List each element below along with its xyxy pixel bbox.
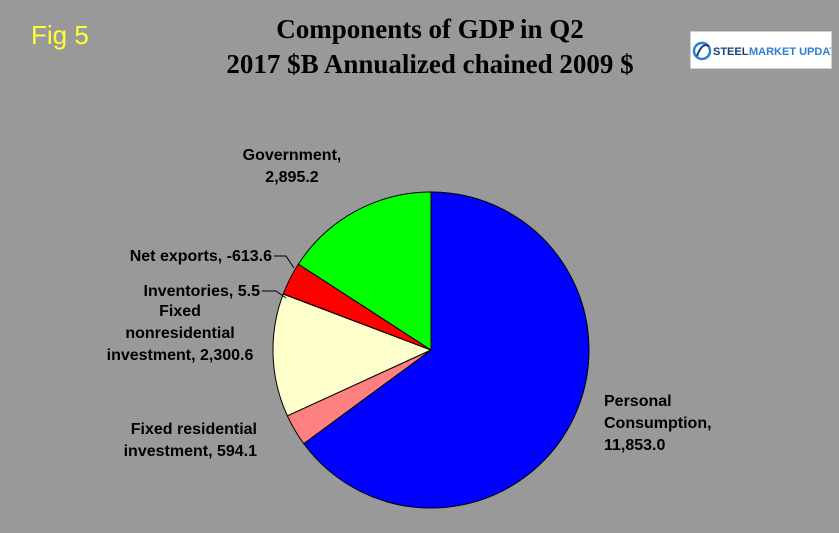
data-label-inventories: Inventories, 5.5: [144, 283, 261, 300]
data-label-personal-consumption: Personal Consumption, 11,853.0: [604, 393, 712, 454]
leader-line-inventories: [262, 290, 287, 299]
data-label-net-exports: Net exports, -613.6: [130, 248, 272, 265]
chart-title-line-2: 2017 $B Annualized chained 2009 $: [226, 49, 634, 79]
chart-title-line-1: Components of GDP in Q2: [276, 14, 584, 44]
data-label-government: Government, 2,895.2: [243, 147, 342, 186]
leader-line-net-exports: [274, 255, 295, 269]
steel-market-update-logo: STEEL MARKET UPDATE: [690, 31, 832, 69]
logo-text-market-update: MARKET UPDATE: [749, 46, 832, 58]
pie-slice-fixed-nonresidential-investment: [272, 293, 433, 417]
chart-title: Components of GDP in Q2 2017 $B Annualiz…: [200, 12, 660, 82]
pie-slice-government: [297, 191, 432, 351]
data-label-fixed-residential-investment: Fixed residential investment, 594.1: [124, 421, 258, 460]
figure-label: Fig 5: [31, 20, 89, 50]
logo-text-steel: STEEL: [713, 46, 749, 58]
pie-slice-personal-consumption: [303, 191, 590, 509]
data-label-fixed-nonresidential-investment: Fixed nonresidential investment, 2,300.6: [107, 303, 254, 364]
